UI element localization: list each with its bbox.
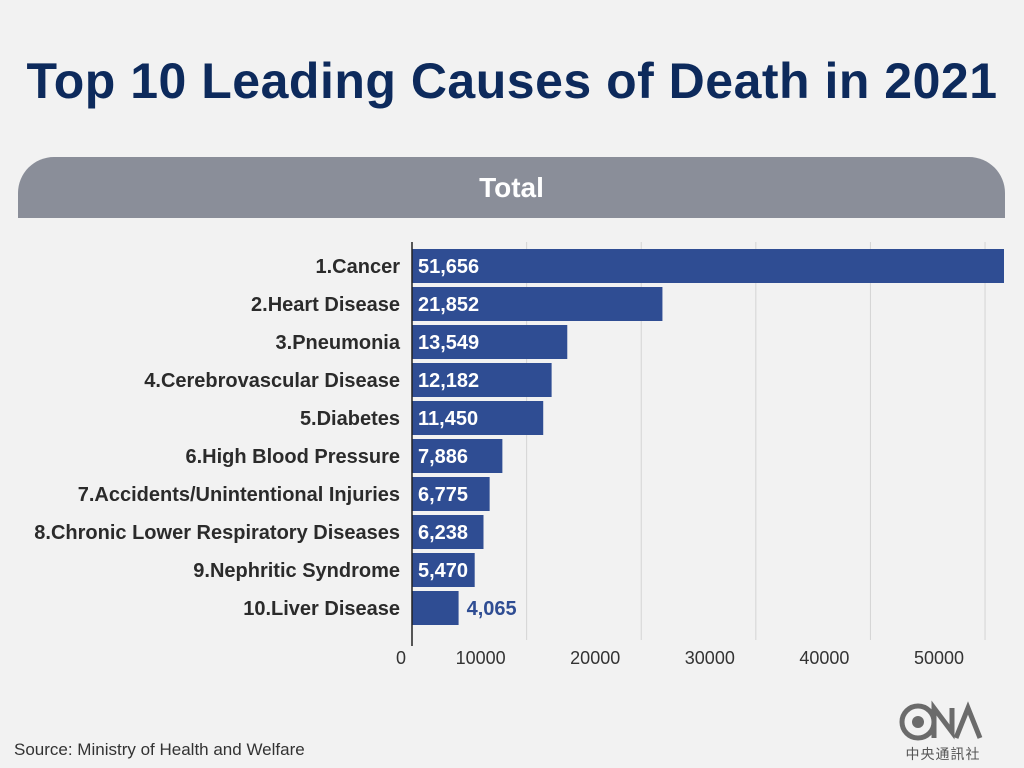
- logo-text: 中央通訊社: [905, 747, 981, 763]
- bar: [412, 401, 544, 435]
- category-label: 3.Pneumonia: [276, 332, 401, 354]
- bar: [412, 287, 663, 321]
- category-label: 8.Chronic Lower Respiratory Diseases: [34, 522, 400, 544]
- value-label: 11,450: [418, 408, 478, 430]
- bar: [412, 249, 1004, 283]
- x-tick-label: 10000: [456, 648, 506, 668]
- value-label: 12,182: [418, 370, 479, 392]
- value-label: 5,470: [418, 560, 468, 582]
- category-label: 9.Nephritic Syndrome: [193, 560, 400, 582]
- category-label: 5.Diabetes: [300, 408, 400, 430]
- value-label: 51,656: [418, 256, 479, 278]
- bar: [412, 477, 490, 511]
- x-tick-label: 30000: [685, 648, 735, 668]
- category-label: 2.Heart Disease: [251, 294, 400, 316]
- bar: [412, 363, 552, 397]
- category-label: 4.Cerebrovascular Disease: [144, 370, 400, 392]
- category-label: 10.Liver Disease: [243, 598, 400, 620]
- category-label: 6.High Blood Pressure: [186, 446, 401, 468]
- value-label: 21,852: [418, 294, 479, 316]
- value-label: 4,065: [467, 598, 517, 620]
- bar: [412, 591, 459, 625]
- section-banner: Total: [18, 157, 1005, 218]
- value-label: 13,549: [418, 332, 479, 354]
- value-label: 7,886: [418, 446, 468, 468]
- x-tick-label: 20000: [570, 648, 620, 668]
- x-tick-label: 40000: [799, 648, 849, 668]
- cna-logo: 中央通訊社: [898, 700, 988, 763]
- banner-label: Total: [479, 172, 544, 203]
- category-label: 7.Accidents/Unintentional Injuries: [78, 484, 400, 506]
- value-label: 6,775: [418, 484, 468, 506]
- cna-logo-icon: [899, 700, 983, 741]
- value-label: 6,238: [418, 522, 468, 544]
- x-tick-label: 50000: [914, 648, 964, 668]
- page-title: Top 10 Leading Causes of Death in 2021: [26, 53, 998, 109]
- category-label: 1.Cancer: [316, 256, 401, 278]
- bar: [412, 439, 503, 473]
- bar: [412, 325, 568, 359]
- x-tick-label: 0: [396, 648, 406, 668]
- bar: [412, 515, 484, 549]
- bar: [412, 553, 475, 587]
- source-note: Source: Ministry of Health and Welfare: [14, 740, 305, 759]
